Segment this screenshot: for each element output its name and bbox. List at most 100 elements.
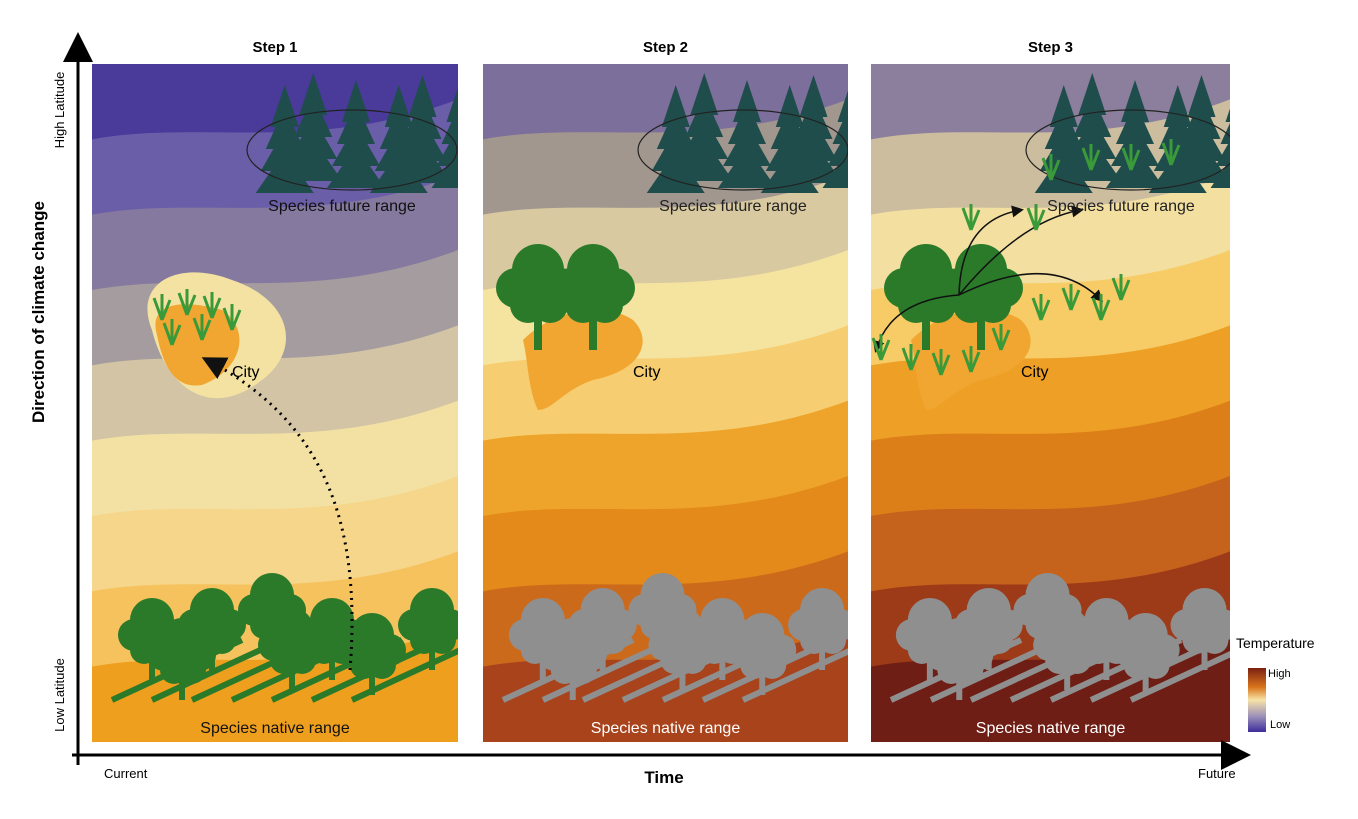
tree-crown xyxy=(818,626,847,654)
tree-crown xyxy=(984,626,1013,654)
conifer xyxy=(1220,123,1230,144)
step-title: Step 3 xyxy=(1028,39,1073,56)
conifer xyxy=(403,97,442,139)
native-orchard xyxy=(889,573,1230,703)
tree-crown xyxy=(758,651,787,679)
conifer xyxy=(661,85,690,127)
conifer xyxy=(680,117,729,159)
native-range-label: Species native range xyxy=(200,720,350,737)
panel-background xyxy=(483,64,848,742)
grass xyxy=(1031,294,1051,321)
conifer xyxy=(284,139,343,181)
conifer xyxy=(255,151,314,193)
grass xyxy=(1081,144,1101,171)
conifer xyxy=(446,87,458,122)
tree-crown xyxy=(678,646,707,674)
panel: Step 3 Species future range City Species na… xyxy=(871,39,1230,742)
conifer xyxy=(1068,117,1117,159)
grass xyxy=(1091,294,1111,321)
grass xyxy=(961,204,981,231)
native-orchard xyxy=(110,573,458,703)
conifer xyxy=(299,73,328,115)
conifer xyxy=(327,146,385,188)
grass xyxy=(192,314,212,341)
grass xyxy=(961,346,981,373)
future-range-label: Species future range xyxy=(1047,198,1195,215)
y-axis-label: Direction of climate change xyxy=(29,201,48,423)
tree-trunk xyxy=(589,290,597,350)
conifer xyxy=(1177,119,1226,161)
conifer xyxy=(270,85,299,127)
conifer xyxy=(1172,141,1230,183)
grass xyxy=(1041,154,1061,181)
grass xyxy=(1061,284,1081,311)
conifer xyxy=(718,146,776,188)
tree-crown xyxy=(1063,646,1092,674)
panel-background xyxy=(871,64,1230,742)
conifer xyxy=(289,117,338,159)
range-outline xyxy=(637,109,848,191)
tree-crown xyxy=(1200,626,1229,654)
x-left-label: Current xyxy=(104,766,148,781)
conifer-forest xyxy=(646,73,848,193)
city-label: City xyxy=(1021,364,1049,381)
conifer xyxy=(1187,75,1216,117)
dispersal-arrow xyxy=(958,272,1104,303)
conifer xyxy=(1182,97,1221,139)
conifer xyxy=(1163,85,1192,127)
conifer xyxy=(733,80,761,122)
range-outline xyxy=(246,109,458,191)
tree-trunk xyxy=(534,290,542,350)
conifer xyxy=(646,151,705,193)
conifer xyxy=(1049,85,1078,127)
conifer xyxy=(1116,102,1154,144)
conifer xyxy=(1034,151,1093,193)
grass xyxy=(222,304,242,331)
dispersal-arrow xyxy=(958,205,1024,296)
conifer xyxy=(651,129,700,171)
conifer xyxy=(332,124,380,166)
dispersal-arrow xyxy=(958,205,1084,296)
conifer xyxy=(384,85,413,127)
conifer xyxy=(1215,140,1230,166)
orchard-row xyxy=(1129,651,1230,703)
grass xyxy=(1111,274,1131,301)
grass xyxy=(871,334,891,361)
y-bottom-label: Low Latitude xyxy=(52,658,67,732)
tree-crown xyxy=(568,656,597,684)
conifer xyxy=(685,95,724,137)
conifer xyxy=(827,130,848,166)
step-title: Step 1 xyxy=(252,39,297,56)
range-outline xyxy=(1025,109,1230,191)
city-area xyxy=(523,309,643,410)
city-label: City xyxy=(232,364,260,381)
conifer xyxy=(1225,108,1230,122)
tree-crown xyxy=(428,626,456,654)
tree-crown xyxy=(368,651,396,679)
legend-colorbar xyxy=(1248,668,1266,732)
conifer xyxy=(265,107,304,149)
legend-title: Temperature xyxy=(1236,635,1315,651)
grass xyxy=(162,319,182,346)
conifer xyxy=(1073,95,1112,137)
tree-crown xyxy=(587,287,623,323)
conifer xyxy=(1111,124,1159,166)
conifer xyxy=(656,107,695,149)
conifer xyxy=(1078,73,1107,115)
grass xyxy=(152,294,172,321)
conifer xyxy=(723,124,771,166)
conifer xyxy=(794,97,833,139)
tree-crown xyxy=(208,626,236,654)
grass xyxy=(177,289,197,316)
tree-trunk xyxy=(977,290,985,350)
conifer xyxy=(408,75,437,117)
legend-low: Low xyxy=(1270,719,1290,731)
tree-crown xyxy=(598,626,627,654)
native-range-label: Species native range xyxy=(591,720,741,737)
conifer xyxy=(775,85,804,127)
conifer xyxy=(690,73,719,115)
conifer xyxy=(789,119,838,161)
conifer xyxy=(342,80,370,122)
